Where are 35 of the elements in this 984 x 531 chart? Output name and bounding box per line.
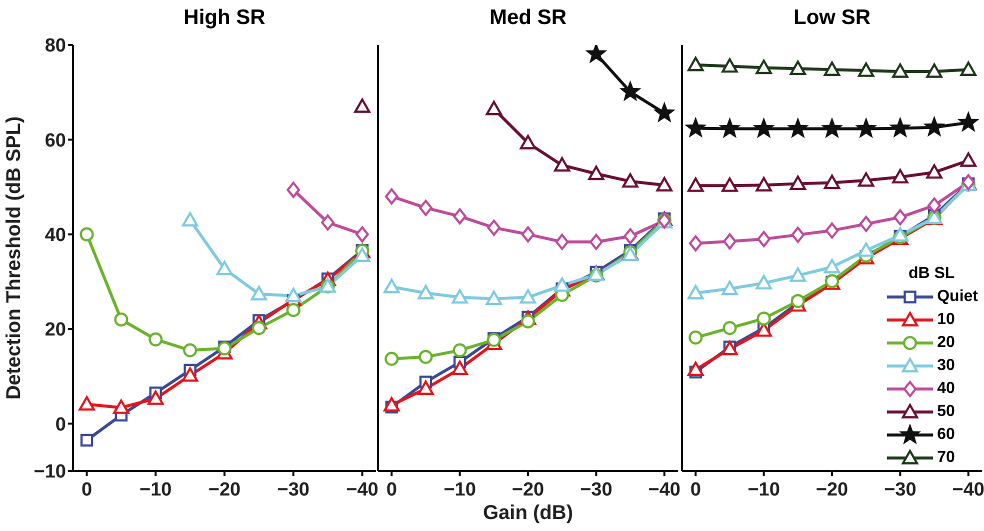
y-tick-label: 40 bbox=[44, 225, 66, 246]
x-tick-label: 0 bbox=[81, 479, 92, 500]
legend-label: 40 bbox=[937, 380, 955, 398]
y-tick-label: 80 bbox=[44, 36, 66, 57]
chart-title: Med SR bbox=[488, 6, 568, 30]
x-tick-label: −30 bbox=[580, 479, 612, 500]
x-axis-title: Gain (dB) bbox=[482, 502, 574, 525]
y-tick-label: 20 bbox=[44, 320, 66, 341]
y-tick-label: 60 bbox=[44, 130, 66, 152]
x-tick-label: −10 bbox=[140, 479, 172, 500]
legend-label: 70 bbox=[937, 448, 955, 466]
x-tick-label: −20 bbox=[816, 479, 848, 500]
y-tick-label: −10 bbox=[34, 462, 66, 483]
x-tick-label: −40 bbox=[952, 479, 984, 500]
x-tick-label: −20 bbox=[512, 479, 544, 500]
x-tick-label: 0 bbox=[386, 479, 397, 500]
y-axis-title: Detection Threshold (dB SPL) bbox=[3, 116, 25, 400]
legend-label: 60 bbox=[937, 426, 955, 444]
y-tick-label: 0 bbox=[55, 414, 66, 436]
x-tick-label: −30 bbox=[277, 479, 310, 500]
x-tick-label: 0 bbox=[690, 479, 701, 500]
x-tick-label: −30 bbox=[884, 479, 916, 500]
chart-title: High SR bbox=[182, 6, 266, 30]
x-tick-label: −40 bbox=[648, 479, 680, 500]
legend-label: 50 bbox=[937, 402, 955, 420]
legend-label: Quiet bbox=[937, 288, 978, 306]
legend-title: dB SL bbox=[907, 265, 956, 283]
x-tick-label: −20 bbox=[208, 479, 241, 500]
x-tick-label: −10 bbox=[748, 479, 780, 500]
chart-title: Low SR bbox=[792, 6, 872, 30]
x-tick-label: −40 bbox=[346, 479, 378, 500]
legend-label: 20 bbox=[937, 334, 955, 352]
legend-label: 30 bbox=[937, 356, 955, 374]
legend-label: 10 bbox=[937, 310, 955, 328]
x-tick-label: −10 bbox=[444, 479, 476, 500]
